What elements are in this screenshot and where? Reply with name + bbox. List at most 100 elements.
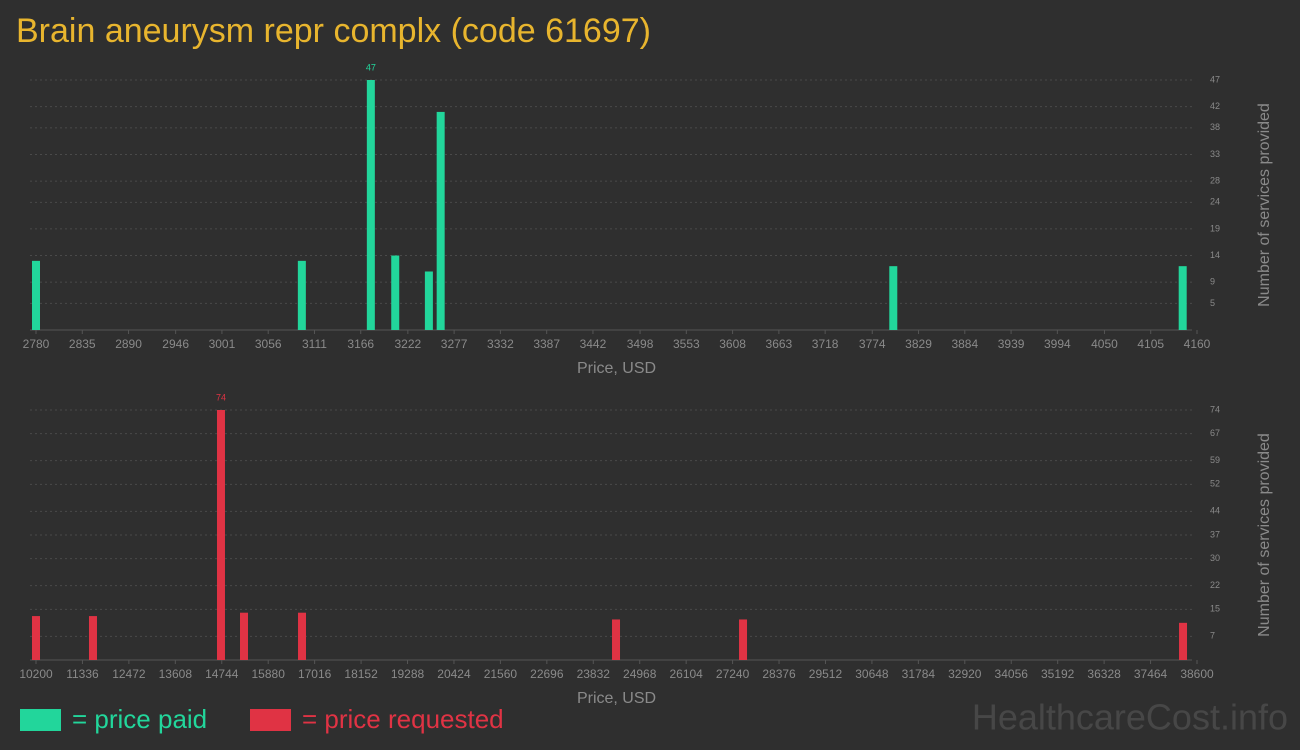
x-tick-label: 3111 xyxy=(302,337,327,351)
x-tick-label: 24968 xyxy=(623,667,657,681)
x-axis-title: Price, USD xyxy=(577,690,656,707)
x-axis-title: Price, USD xyxy=(577,360,656,377)
y-tick-label: 37 xyxy=(1210,529,1220,539)
x-tick-label: 3884 xyxy=(951,337,978,351)
x-tick-label: 12472 xyxy=(112,667,146,681)
y-tick-label: 38 xyxy=(1210,122,1220,132)
bar xyxy=(366,80,375,330)
y-tick-label: 19 xyxy=(1210,223,1220,233)
y-tick-label: 52 xyxy=(1210,479,1220,489)
x-tick-label: 3994 xyxy=(1044,337,1071,351)
bar xyxy=(391,255,400,330)
bar xyxy=(1179,622,1188,660)
y-tick-label: 30 xyxy=(1210,553,1220,563)
x-tick-label: 3718 xyxy=(812,337,839,351)
y-tick-label: 7 xyxy=(1210,631,1215,641)
x-tick-label: 3939 xyxy=(998,337,1025,351)
y-tick-label: 5 xyxy=(1210,298,1215,308)
x-tick-label: 3277 xyxy=(441,337,468,351)
bar xyxy=(612,619,621,660)
x-tick-label: 2835 xyxy=(69,337,96,351)
x-tick-label: 3001 xyxy=(209,337,236,351)
y-tick-label: 67 xyxy=(1210,428,1220,438)
legend-label: = price paid xyxy=(72,704,207,734)
bar xyxy=(889,266,898,330)
y-tick-label: 28 xyxy=(1210,175,1220,185)
bar xyxy=(739,619,748,660)
x-tick-label: 3442 xyxy=(580,337,607,351)
x-tick-label: 19288 xyxy=(391,667,425,681)
y-tick-label: 24 xyxy=(1210,197,1220,207)
y-tick-label: 47 xyxy=(1210,74,1220,84)
y-tick-label: 44 xyxy=(1210,506,1220,516)
x-tick-label: 2780 xyxy=(23,337,50,351)
x-tick-label: 27240 xyxy=(716,667,750,681)
value-label: 47 xyxy=(366,62,376,72)
bar xyxy=(424,271,433,330)
x-tick-label: 11336 xyxy=(66,667,99,681)
x-tick-label: 4050 xyxy=(1091,337,1118,351)
x-tick-label: 38600 xyxy=(1180,667,1214,681)
y-tick-label: 74 xyxy=(1210,404,1220,414)
x-tick-label: 37464 xyxy=(1134,667,1168,681)
legend-swatch xyxy=(250,709,291,731)
x-tick-label: 14744 xyxy=(205,667,239,681)
bar xyxy=(239,612,248,660)
x-tick-label: 4160 xyxy=(1184,337,1211,351)
watermark: HealthcareCost.info xyxy=(972,697,1288,738)
x-tick-label: 3387 xyxy=(533,337,560,351)
x-tick-label: 29512 xyxy=(809,667,843,681)
x-tick-label: 28376 xyxy=(762,667,796,681)
legend-swatch xyxy=(20,709,61,731)
y-tick-label: 14 xyxy=(1210,250,1220,260)
x-tick-label: 3332 xyxy=(487,337,514,351)
page-title: Brain aneurysm repr complx (code 61697) xyxy=(16,12,651,50)
x-tick-label: 35192 xyxy=(1041,667,1075,681)
y-tick-label: 9 xyxy=(1210,277,1215,287)
x-tick-label: 3056 xyxy=(255,337,282,351)
x-tick-label: 3166 xyxy=(347,337,374,351)
y-tick-label: 42 xyxy=(1210,101,1220,111)
x-tick-label: 18152 xyxy=(344,667,378,681)
x-tick-label: 26104 xyxy=(669,667,703,681)
bar xyxy=(297,260,306,330)
x-tick-label: 17016 xyxy=(298,667,332,681)
legend-label: = price requested xyxy=(302,704,504,734)
x-tick-label: 36328 xyxy=(1087,667,1121,681)
value-label: 74 xyxy=(216,392,226,402)
x-tick-label: 23832 xyxy=(577,667,611,681)
x-tick-label: 13608 xyxy=(159,667,193,681)
bar xyxy=(32,260,40,330)
bar xyxy=(298,612,307,660)
x-tick-label: 15880 xyxy=(252,667,286,681)
x-tick-label: 3774 xyxy=(859,337,886,351)
x-tick-label: 34056 xyxy=(995,667,1029,681)
bar xyxy=(32,616,40,660)
bar xyxy=(216,410,225,660)
x-tick-label: 3553 xyxy=(673,337,700,351)
y-axis-title: Number of services provided xyxy=(1256,433,1273,637)
x-tick-label: 3663 xyxy=(766,337,793,351)
y-tick-label: 22 xyxy=(1210,580,1220,590)
x-tick-label: 3829 xyxy=(905,337,932,351)
bar xyxy=(88,616,97,660)
bar xyxy=(436,111,445,331)
x-tick-label: 32920 xyxy=(948,667,982,681)
bar xyxy=(1178,266,1187,330)
y-axis-title: Number of services provided xyxy=(1256,103,1273,307)
x-tick-label: 4105 xyxy=(1137,337,1164,351)
x-tick-label: 30648 xyxy=(855,667,889,681)
x-tick-label: 22696 xyxy=(530,667,564,681)
x-tick-label: 31784 xyxy=(902,667,936,681)
x-tick-label: 3608 xyxy=(719,337,746,351)
x-tick-label: 21560 xyxy=(484,667,518,681)
x-tick-label: 3222 xyxy=(395,337,422,351)
y-tick-label: 15 xyxy=(1210,604,1220,614)
y-tick-label: 33 xyxy=(1210,149,1220,159)
x-tick-label: 2890 xyxy=(115,337,142,351)
y-tick-label: 59 xyxy=(1210,455,1220,465)
x-tick-label: 3498 xyxy=(627,337,654,351)
x-tick-label: 20424 xyxy=(437,667,471,681)
